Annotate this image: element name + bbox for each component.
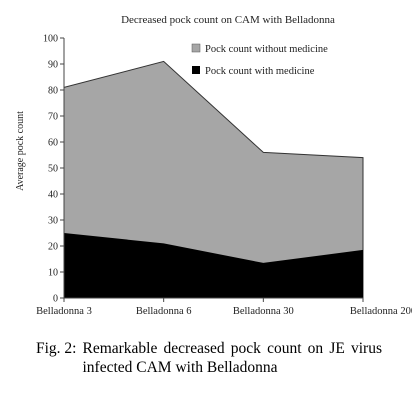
- y-tick-label: 60: [48, 138, 58, 149]
- area-chart: Decreased pock count on CAM with Bellado…: [15, 14, 412, 317]
- x-tick-label: Belladonna 6: [136, 306, 192, 317]
- legend-label-2: Pock count with medicine: [205, 66, 315, 77]
- legend: Pock count without medicine Pock count wi…: [191, 43, 328, 77]
- x-tick-labels: Belladonna 3 Belladonna 6 Belladonna 30 Bel…: [36, 306, 412, 317]
- chart-areas: [63, 60, 364, 299]
- x-tick-label: Belladonna 200: [350, 306, 412, 317]
- legend-swatch-2: [192, 66, 200, 74]
- caption-label: Fig. 2:: [36, 340, 77, 357]
- x-tick-label: Belladonna 3: [36, 306, 92, 317]
- y-tick-label: 70: [48, 112, 58, 123]
- legend-label-1: Pock count without medicine: [205, 44, 328, 55]
- chart-axes: [60, 37, 364, 302]
- caption-text: Remarkable decreased pock count on JE vi…: [82, 340, 382, 376]
- y-axis-label: Average pock count: [15, 111, 26, 191]
- x-tick-label: Belladonna 30: [233, 306, 294, 317]
- y-tick-label: 10: [48, 268, 58, 279]
- chart-title: Decreased pock count on CAM with Bellado…: [121, 14, 335, 26]
- y-tick-label: 40: [48, 190, 58, 201]
- y-tick-labels: 0 10 20 30 40 50 60 70 80 90 100: [43, 34, 58, 305]
- area-series-2: [64, 233, 363, 298]
- y-tick-label: 0: [53, 294, 58, 305]
- y-tick-label: 30: [48, 216, 58, 227]
- y-tick-label: 50: [48, 164, 58, 175]
- legend-swatch-1: [191, 43, 201, 53]
- y-tick-label: 90: [48, 60, 58, 71]
- y-tick-label: 100: [43, 34, 58, 45]
- figure-caption: Fig. 2: Remarkable decreased pock count …: [36, 339, 382, 377]
- y-tick-label: 80: [48, 86, 58, 97]
- y-tick-label: 20: [48, 242, 58, 253]
